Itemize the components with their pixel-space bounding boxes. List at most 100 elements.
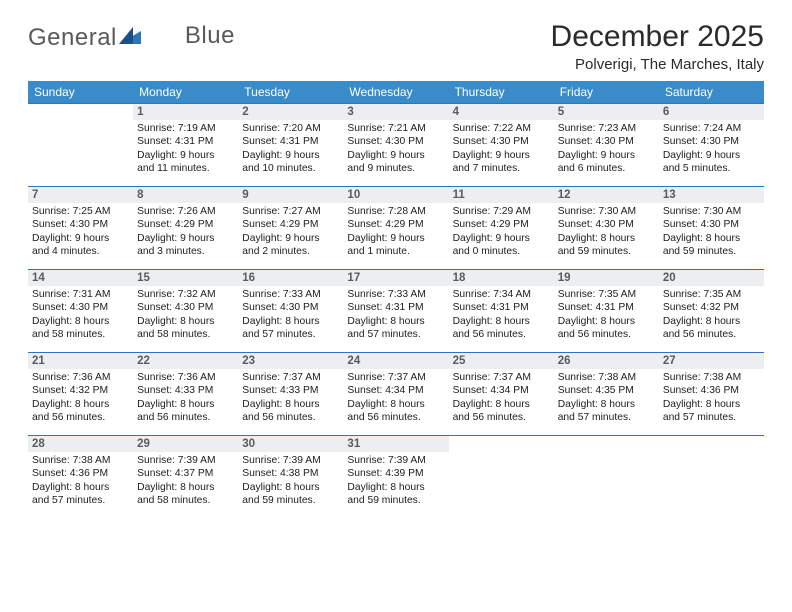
day-number: 2 [238,104,343,120]
day-number: 18 [449,270,554,286]
calendar-week-row: 1 Sunrise: 7:19 AMSunset: 4:31 PMDaylight… [28,104,764,187]
day-details: Sunrise: 7:37 AMSunset: 4:34 PMDaylight:… [347,371,444,425]
day-number: 10 [343,187,448,203]
day-number: 6 [659,104,764,120]
day-details: Sunrise: 7:26 AMSunset: 4:29 PMDaylight:… [137,205,234,259]
day-number: 27 [659,353,764,369]
day-details: Sunrise: 7:39 AMSunset: 4:39 PMDaylight:… [347,454,444,508]
calendar-cell: 3Sunrise: 7:21 AMSunset: 4:30 PMDaylight… [343,104,448,187]
day-details: Sunrise: 7:19 AMSunset: 4:31 PMDaylight:… [137,122,234,176]
calendar-cell: 12 Sunrise: 7:30 AMSunset: 4:30 PMDayligh… [554,187,659,270]
day-number: 3 [343,104,448,120]
day-number: 19 [554,270,659,286]
weekday-header: Friday [554,81,659,104]
day-details: Sunrise: 7:38 AMSunset: 4:36 PMDaylight:… [663,371,760,425]
day-details: Sunrise: 7:30 AMSunset: 4:30 PMDaylight:… [558,205,655,259]
day-number: 30 [238,436,343,452]
calendar-cell: 9 Sunrise: 7:27 AMSunset: 4:29 PMDaylight… [238,187,343,270]
calendar-cell: 29 Sunrise: 7:39 AMSunset: 4:37 PMDayligh… [133,436,238,519]
day-details: Sunrise: 7:22 AMSunset: 4:30 PMDaylight:… [453,122,550,176]
calendar-cell: 6Sunrise: 7:24 AMSunset: 4:30 PMDaylight… [659,104,764,187]
calendar-cell: 1 Sunrise: 7:19 AMSunset: 4:31 PMDaylight… [133,104,238,187]
day-number: 12 [554,187,659,203]
calendar-cell: 24 Sunrise: 7:37 AMSunset: 4:34 PMDayligh… [343,353,448,436]
weekday-header: Saturday [659,81,764,104]
day-details: Sunrise: 7:29 AMSunset: 4:29 PMDaylight:… [453,205,550,259]
day-details: Sunrise: 7:20 AMSunset: 4:31 PMDaylight:… [242,122,339,176]
day-details: Sunrise: 7:36 AMSunset: 4:33 PMDaylight:… [137,371,234,425]
weekday-header: Monday [133,81,238,104]
day-number: 1 [133,104,238,120]
day-number: 7 [28,187,133,203]
day-number: 29 [133,436,238,452]
title-block: December 2025 Polverigi, The Marches, It… [551,20,764,73]
day-number: 23 [238,353,343,369]
calendar-cell: 31Sunrise: 7:39 AMSunset: 4:39 PMDayligh… [343,436,448,519]
calendar-cell: 19Sunrise: 7:35 AMSunset: 4:31 PMDayligh… [554,270,659,353]
day-details: Sunrise: 7:31 AMSunset: 4:30 PMDaylight:… [32,288,129,342]
day-number: 5 [554,104,659,120]
day-details: Sunrise: 7:33 AMSunset: 4:31 PMDaylight:… [347,288,444,342]
calendar-cell: 23 Sunrise: 7:37 AMSunset: 4:33 PMDayligh… [238,353,343,436]
weekday-header: Sunday [28,81,133,104]
logo-text-general: General [28,24,117,52]
calendar-week-row: 28 Sunrise: 7:38 AMSunset: 4:36 PMDayligh… [28,436,764,519]
calendar-cell: 13 Sunrise: 7:30 AMSunset: 4:30 PMDayligh… [659,187,764,270]
day-details: Sunrise: 7:39 AMSunset: 4:37 PMDaylight:… [137,454,234,508]
day-number: 24 [343,353,448,369]
calendar-cell: 15Sunrise: 7:32 AMSunset: 4:30 PMDayligh… [133,270,238,353]
day-number: 15 [133,270,238,286]
calendar-cell: 5 Sunrise: 7:23 AMSunset: 4:30 PMDaylight… [554,104,659,187]
day-details: Sunrise: 7:37 AMSunset: 4:33 PMDaylight:… [242,371,339,425]
calendar-cell: 20 Sunrise: 7:35 AMSunset: 4:32 PMDayligh… [659,270,764,353]
day-number: 9 [238,187,343,203]
calendar-cell [554,436,659,519]
day-number [659,436,764,440]
calendar-cell: 14 Sunrise: 7:31 AMSunset: 4:30 PMDayligh… [28,270,133,353]
day-details: Sunrise: 7:30 AMSunset: 4:30 PMDaylight:… [663,205,760,259]
header: General Blue December 2025 Polverigi, Th… [28,20,764,73]
weekday-header: Thursday [449,81,554,104]
calendar-cell: 30 Sunrise: 7:39 AMSunset: 4:38 PMDayligh… [238,436,343,519]
page-title: December 2025 [551,20,764,54]
day-details: Sunrise: 7:38 AMSunset: 4:35 PMDaylight:… [558,371,655,425]
calendar-cell: 26Sunrise: 7:38 AMSunset: 4:35 PMDayligh… [554,353,659,436]
logo: General Blue [28,24,235,52]
day-details: Sunrise: 7:33 AMSunset: 4:30 PMDaylight:… [242,288,339,342]
calendar-cell: 22Sunrise: 7:36 AMSunset: 4:33 PMDayligh… [133,353,238,436]
day-details: Sunrise: 7:27 AMSunset: 4:29 PMDaylight:… [242,205,339,259]
day-number: 17 [343,270,448,286]
calendar-cell: 2 Sunrise: 7:20 AMSunset: 4:31 PMDaylight… [238,104,343,187]
day-number: 20 [659,270,764,286]
calendar-cell: 16 Sunrise: 7:33 AMSunset: 4:30 PMDayligh… [238,270,343,353]
day-number [449,436,554,440]
calendar-cell [28,104,133,187]
calendar-cell: 25Sunrise: 7:37 AMSunset: 4:34 PMDayligh… [449,353,554,436]
day-number [28,104,133,108]
day-number: 14 [28,270,133,286]
day-details: Sunrise: 7:36 AMSunset: 4:32 PMDaylight:… [32,371,129,425]
day-number: 28 [28,436,133,452]
calendar-week-row: 14 Sunrise: 7:31 AMSunset: 4:30 PMDayligh… [28,270,764,353]
logo-text-blue: Blue [185,22,235,50]
day-details: Sunrise: 7:38 AMSunset: 4:36 PMDaylight:… [32,454,129,508]
calendar-week-row: 7Sunrise: 7:25 AMSunset: 4:30 PMDaylight… [28,187,764,270]
calendar-cell: 7Sunrise: 7:25 AMSunset: 4:30 PMDaylight… [28,187,133,270]
weekday-header: Wednesday [343,81,448,104]
day-number: 21 [28,353,133,369]
day-details: Sunrise: 7:28 AMSunset: 4:29 PMDaylight:… [347,205,444,259]
calendar-cell: 27 Sunrise: 7:38 AMSunset: 4:36 PMDayligh… [659,353,764,436]
day-number: 25 [449,353,554,369]
day-number: 13 [659,187,764,203]
day-details: Sunrise: 7:39 AMSunset: 4:38 PMDaylight:… [242,454,339,508]
logo-mark-icon [119,27,141,50]
day-number: 11 [449,187,554,203]
day-details: Sunrise: 7:23 AMSunset: 4:30 PMDaylight:… [558,122,655,176]
calendar-cell: 17 Sunrise: 7:33 AMSunset: 4:31 PMDayligh… [343,270,448,353]
calendar-cell: 18Sunrise: 7:34 AMSunset: 4:31 PMDayligh… [449,270,554,353]
day-details: Sunrise: 7:35 AMSunset: 4:32 PMDaylight:… [663,288,760,342]
day-number: 16 [238,270,343,286]
calendar-cell [449,436,554,519]
day-number [554,436,659,440]
calendar-week-row: 21 Sunrise: 7:36 AMSunset: 4:32 PMDayligh… [28,353,764,436]
